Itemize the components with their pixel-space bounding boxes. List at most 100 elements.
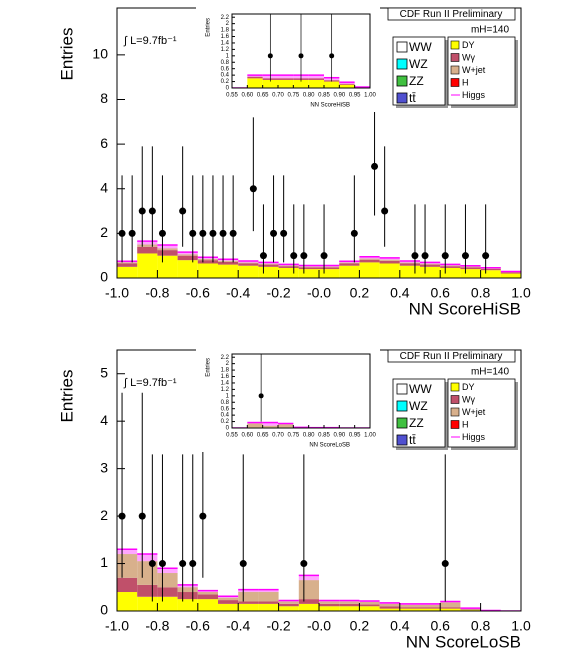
y-tick-label: 1.6 bbox=[221, 34, 230, 40]
x-tick-label: -1.0 bbox=[105, 285, 129, 301]
bar bbox=[177, 599, 198, 611]
bar bbox=[420, 264, 441, 267]
bar bbox=[339, 84, 355, 88]
legend-label: Higgs bbox=[462, 432, 486, 442]
plot-area bbox=[117, 90, 521, 278]
legend-swatch bbox=[396, 92, 408, 104]
data-point bbox=[290, 252, 298, 260]
y-tick-label: 1 bbox=[226, 393, 230, 399]
data-point bbox=[320, 252, 328, 260]
y-tick-label: 2 bbox=[226, 21, 230, 27]
bar bbox=[197, 259, 218, 261]
bar bbox=[262, 425, 278, 428]
bar bbox=[117, 577, 138, 593]
bar bbox=[379, 260, 400, 264]
bar bbox=[157, 250, 178, 256]
y-tick-label: 0.2 bbox=[221, 419, 230, 425]
legend-label: DY bbox=[462, 382, 475, 392]
data-point bbox=[249, 185, 257, 193]
data-point bbox=[229, 229, 237, 237]
y-tick-label: 1.4 bbox=[221, 381, 230, 387]
bar bbox=[177, 260, 198, 278]
x-tick-label: -0.6 bbox=[186, 618, 210, 634]
bar bbox=[308, 78, 324, 80]
x-tick-label: 0.80 bbox=[303, 93, 315, 99]
bar bbox=[137, 246, 158, 254]
data-point bbox=[421, 252, 429, 260]
x-tick-label: 0.2 bbox=[350, 618, 370, 634]
bar bbox=[339, 603, 360, 607]
legend-label: Higgs bbox=[462, 90, 486, 100]
bar bbox=[298, 580, 319, 600]
data-point bbox=[259, 252, 267, 260]
bar bbox=[218, 603, 239, 611]
bar bbox=[379, 608, 400, 611]
x-tick-label: 0.90 bbox=[333, 93, 345, 99]
x-tick-label: 0.60 bbox=[241, 433, 253, 439]
bar bbox=[420, 607, 441, 609]
bar bbox=[319, 606, 340, 611]
signal-bar bbox=[197, 257, 218, 260]
legend-label: tt̄ bbox=[409, 433, 416, 447]
bar bbox=[137, 596, 158, 611]
y-tick-label: 0.2 bbox=[221, 79, 230, 85]
x-tick-label: -0.2 bbox=[267, 618, 291, 634]
bar bbox=[359, 258, 380, 260]
bar bbox=[440, 265, 461, 267]
bar bbox=[460, 267, 481, 270]
bar bbox=[238, 601, 259, 604]
bar bbox=[247, 76, 263, 79]
x-tick-label: 0.95 bbox=[349, 93, 361, 99]
x-tick-label: 0.55 bbox=[226, 433, 238, 439]
bar bbox=[117, 592, 138, 611]
bar bbox=[278, 606, 299, 611]
y-tick-label: 1.6 bbox=[221, 374, 230, 380]
chart-title: CDF Run II Preliminary bbox=[400, 351, 503, 362]
x-tick-label: -0.8 bbox=[145, 618, 169, 634]
bar bbox=[319, 269, 340, 278]
y-tick-label: 8 bbox=[100, 90, 108, 106]
y-tick-label: 0.6 bbox=[221, 406, 230, 412]
x-axis-title: NN ScoreLoSB bbox=[309, 443, 350, 449]
bar bbox=[379, 606, 400, 609]
x-axis-title: NN ScoreHiSB bbox=[409, 299, 521, 318]
data-point bbox=[138, 207, 146, 215]
y-tick-label: 2 bbox=[226, 361, 230, 367]
bar bbox=[197, 599, 218, 611]
bar bbox=[399, 265, 420, 278]
bar bbox=[238, 263, 259, 266]
data-point bbox=[300, 252, 308, 260]
x-tick-label: 0.90 bbox=[333, 433, 345, 439]
y-tick-label: 0.6 bbox=[221, 66, 230, 72]
bar bbox=[177, 254, 198, 256]
bar bbox=[258, 266, 279, 278]
bar bbox=[197, 260, 218, 264]
signal-bar bbox=[117, 549, 138, 555]
legend-label: WZ bbox=[409, 399, 428, 413]
data-point bbox=[461, 252, 469, 260]
signal-bar bbox=[308, 75, 324, 79]
signal-bar bbox=[247, 75, 263, 77]
bar bbox=[278, 267, 299, 278]
y-tick-label: 4 bbox=[100, 179, 108, 195]
bar bbox=[399, 262, 420, 264]
signal-bar bbox=[177, 584, 198, 588]
data-point bbox=[441, 252, 449, 260]
bar bbox=[157, 587, 178, 597]
data-point bbox=[219, 229, 227, 237]
bar bbox=[278, 265, 299, 267]
x-tick-label: 1.0 bbox=[511, 285, 531, 301]
data-point bbox=[179, 560, 187, 568]
bar bbox=[359, 606, 380, 611]
plot-area bbox=[232, 14, 370, 88]
bar bbox=[218, 597, 239, 601]
bar bbox=[339, 262, 360, 264]
bar bbox=[359, 259, 380, 263]
bar bbox=[197, 594, 218, 600]
x-tick-label: 0.6 bbox=[430, 285, 450, 301]
data-point bbox=[158, 229, 166, 237]
x-tick-label: 0.8 bbox=[471, 285, 491, 301]
bar bbox=[157, 248, 178, 251]
data-point bbox=[482, 252, 490, 260]
